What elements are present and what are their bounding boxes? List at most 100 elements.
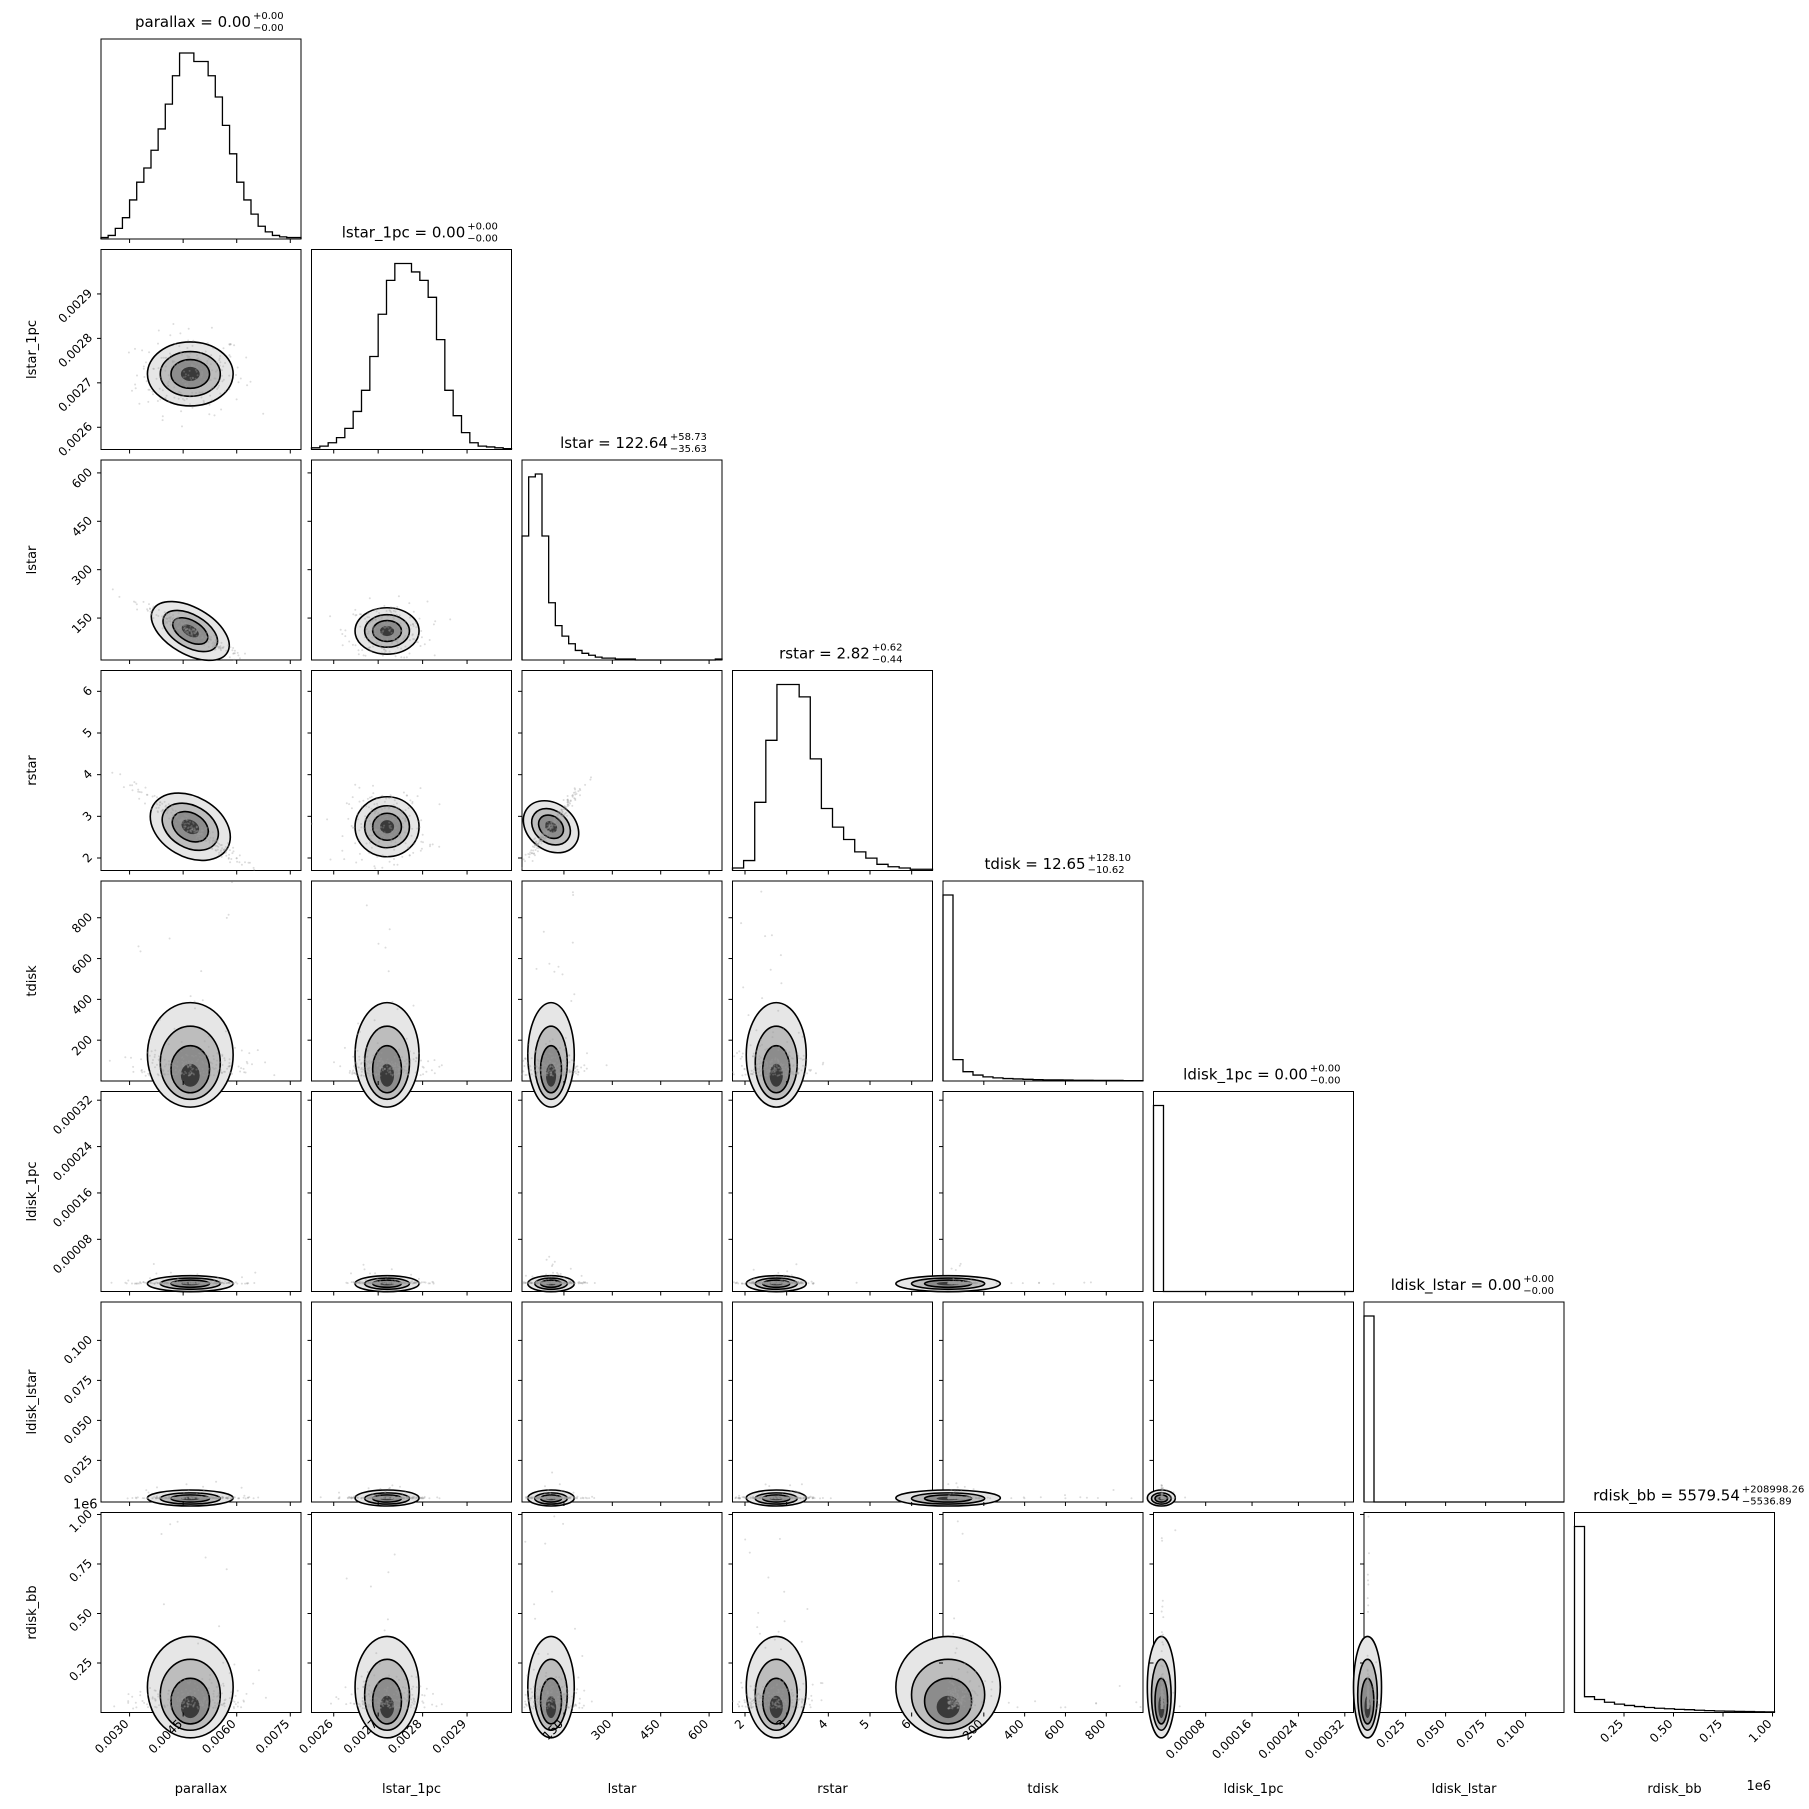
sample-point [235,857,238,860]
sample-point [232,652,235,655]
sample-point [174,816,177,818]
sample-point [367,630,370,633]
sample-point [191,635,194,638]
sample-point [391,1000,394,1003]
sample-point [755,1055,757,1058]
sample-point [161,1497,164,1500]
sample-point [773,1067,776,1070]
sample-point [565,1060,568,1063]
sample-point [538,837,541,840]
sample-point [412,851,415,854]
sample-point [185,386,188,388]
sample-point [233,658,236,661]
sample-point [961,1497,964,1500]
sample-point [181,353,183,356]
sample-point [236,1282,239,1285]
sample-point [199,1282,202,1285]
sample-point [190,632,193,635]
sample-point [220,374,223,377]
sample-point [202,1485,205,1488]
sample-point [390,1268,393,1271]
sample-point [571,1059,574,1062]
sample-point [167,1698,170,1701]
sample-point [398,633,401,636]
sample-point [142,1281,145,1283]
sample-point [765,1061,768,1064]
sample-point [384,847,387,850]
sample-point [174,618,177,621]
sample-point [211,369,214,372]
sample-point [137,788,140,791]
sample-point [207,1281,210,1283]
sample-point [557,817,560,820]
sample-point [194,1682,196,1685]
hist-panel-3-3 [732,670,933,871]
sample-point [566,799,569,802]
sample-point [375,1073,378,1076]
density-level-3 [380,1063,395,1087]
sample-point [387,1062,390,1065]
sample-point [743,1068,746,1071]
sample-point [231,881,233,884]
sample-point [359,625,362,628]
sample-point [220,369,223,372]
sample-point [375,822,378,825]
sample-point [385,623,388,626]
sample-point [558,810,561,813]
sample-point [196,367,199,370]
sample-point [797,1072,800,1075]
sample-point [735,1496,738,1499]
sample-point [560,1497,563,1499]
sample-point [178,629,181,632]
sample-point [192,377,195,380]
sample-point [179,819,182,822]
sample-point [385,625,388,628]
sample-point [209,1061,212,1064]
sample-point [560,1063,563,1066]
sample-point [215,1706,217,1709]
sample-point [545,836,547,839]
sample-point [792,1073,795,1076]
sample-point [338,1496,341,1499]
sample-point [555,828,558,831]
sample-point [155,1495,158,1498]
sample-point [574,799,577,801]
sample-point [193,1691,196,1694]
sample-point [593,1282,596,1284]
sample-point [395,807,398,809]
sample-point [963,1485,966,1488]
sample-point [579,794,581,797]
sample-point [404,820,407,823]
sample-point [398,1057,401,1060]
sample-point [170,1282,173,1285]
sample-point [449,618,452,621]
sample-point [394,1062,397,1065]
sample-point [383,1068,386,1071]
sample-point [197,1281,199,1284]
sample-point [169,620,172,623]
sample-point [388,928,391,931]
sample-point [160,1074,163,1077]
sample-point [561,1063,563,1066]
sample-point [192,339,195,342]
sample-point [370,1494,373,1497]
density-level-3 [180,1063,200,1087]
sample-point [110,1281,113,1284]
sample-point [760,1062,763,1064]
sample-point [961,1282,964,1284]
sample-point [547,1063,550,1066]
sample-point [545,827,548,830]
sample-point [972,1282,975,1285]
sample-point [210,1495,213,1498]
sample-point [775,1063,778,1066]
sample-point [208,403,211,406]
sample-point [186,354,189,357]
sample-point [379,626,382,629]
sample-point [169,1700,172,1703]
sample-point [378,823,381,826]
sample-point [384,1491,387,1494]
sample-point [397,1072,400,1075]
sample-point [187,1074,190,1077]
sample-point [548,826,550,828]
sample-point [567,799,570,802]
